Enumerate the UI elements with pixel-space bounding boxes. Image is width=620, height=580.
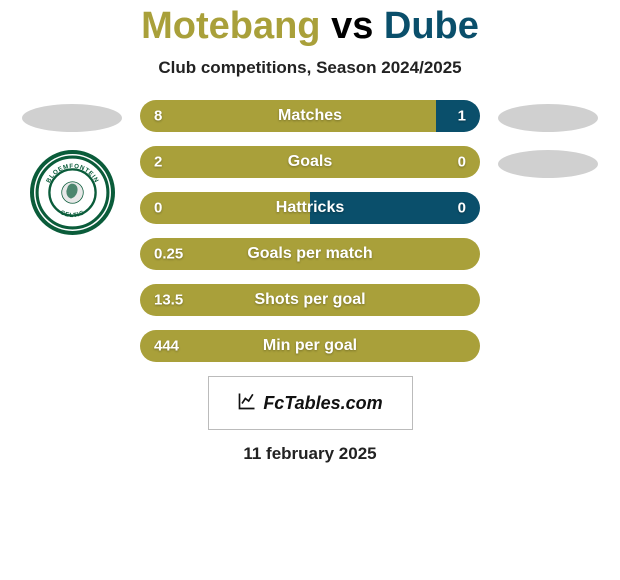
page-title: Motebang vs Dube [141, 5, 479, 48]
player2-name: Dube [384, 5, 479, 47]
stat-row: 444Min per goal [140, 330, 480, 362]
subtitle: Club competitions, Season 2024/2025 [158, 58, 461, 78]
stat-bar-left [140, 284, 480, 316]
right-column [498, 100, 598, 178]
stat-bar-right [436, 100, 480, 132]
stats-bars: 8Matches1 2Goals0 0Hattricks0 0.25Goals per… [140, 100, 480, 362]
stat-row: 8Matches1 [140, 100, 480, 132]
brand-bar: FcTables.com [208, 376, 413, 430]
stat-row: 13.5Shots per goal [140, 284, 480, 316]
player1-club-badge: BLOEMFONTEIN CELTIC [30, 150, 115, 235]
stat-bar-right [310, 192, 480, 224]
player2-club-placeholder [498, 150, 598, 178]
club-crest-icon: BLOEMFONTEIN CELTIC [34, 154, 111, 231]
stat-bar-left [140, 330, 480, 362]
stat-bar-left [140, 146, 480, 178]
comparison-container: BLOEMFONTEIN CELTIC 8Matches1 2Goals0 0Hat… [0, 100, 620, 362]
date-text: 11 february 2025 [243, 444, 376, 464]
player1-name: Motebang [141, 5, 320, 47]
player2-flag-placeholder [498, 104, 598, 132]
stat-row: 0Hattricks0 [140, 192, 480, 224]
stat-bar-left [140, 192, 310, 224]
player1-flag-placeholder [22, 104, 122, 132]
stat-row: 2Goals0 [140, 146, 480, 178]
brand-text: FcTables.com [263, 393, 382, 414]
stat-bar-left [140, 238, 480, 270]
chart-icon [237, 391, 257, 416]
left-column: BLOEMFONTEIN CELTIC [22, 100, 122, 235]
vs-text: vs [321, 5, 384, 47]
stat-bar-left [140, 100, 436, 132]
stat-row: 0.25Goals per match [140, 238, 480, 270]
